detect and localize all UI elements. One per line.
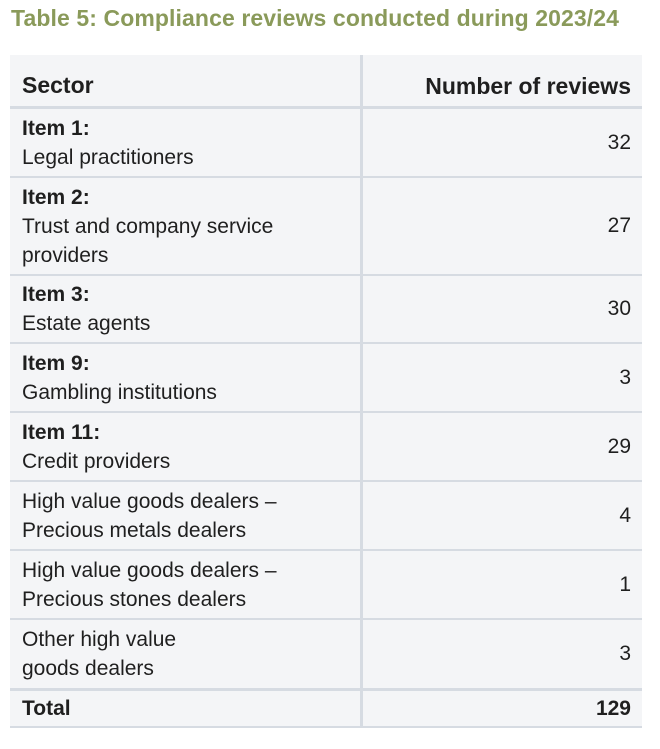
sector-name: Credit providers: [22, 449, 171, 473]
review-count: 4: [360, 482, 642, 549]
review-count: 30: [360, 276, 642, 342]
compliance-reviews-table: Sector Number of reviews Item 1: Legal p…: [10, 55, 642, 728]
total-value: 129: [360, 691, 642, 726]
header-number-of-reviews: Number of reviews: [360, 55, 642, 106]
review-count: 27: [360, 178, 642, 274]
sector-name: Legal practitioners: [22, 145, 194, 169]
sector-cell: Item 9: Gambling institutions: [10, 344, 360, 411]
sector-name: Estate agents: [22, 312, 151, 335]
sector-cell: High value goods dealers – Precious ston…: [10, 551, 360, 618]
sector-cell: Other high value goods dealers: [10, 620, 360, 688]
sector-cell: Item 11: Credit providers: [10, 413, 360, 480]
table-row: Item 9: Gambling institutions 3: [10, 344, 642, 413]
table-title: Table 5: Compliance reviews conducted du…: [11, 5, 620, 31]
sector-name: Other high value goods dealers: [22, 628, 177, 680]
total-row: Total 129: [10, 688, 642, 728]
item-label: Item 11:: [22, 420, 101, 444]
table-row: High value goods dealers – Precious meta…: [10, 482, 642, 551]
table-header-row: Sector Number of reviews: [10, 55, 642, 109]
item-label: Item 3:: [22, 283, 90, 306]
total-label: Total: [22, 697, 71, 720]
sector-cell: Item 1: Legal practitioners: [10, 109, 360, 176]
sector-cell: Item 3: Estate agents: [10, 276, 360, 342]
sector-name: Gambling institutions: [22, 380, 217, 404]
sector-cell: Item 2: Trust and company service provid…: [10, 178, 360, 274]
table-row: Item 1: Legal practitioners 32: [10, 109, 642, 178]
sector-name: High value goods dealers – Precious ston…: [22, 558, 277, 611]
review-count: 32: [360, 109, 642, 176]
table-row: Item 2: Trust and company service provid…: [10, 178, 642, 276]
sector-name: Trust and company service providers: [22, 214, 274, 267]
item-label: Item 9:: [22, 351, 90, 375]
review-count: 3: [360, 620, 642, 688]
review-count: 29: [360, 413, 642, 480]
table-row: High value goods dealers – Precious ston…: [10, 551, 642, 620]
item-label: Item 1:: [22, 116, 90, 140]
review-count: 1: [360, 551, 642, 618]
review-count: 3: [360, 344, 642, 411]
sector-cell: High value goods dealers – Precious meta…: [10, 482, 360, 549]
table-row: Item 11: Credit providers 29: [10, 413, 642, 482]
table-row: Other high value goods dealers 3: [10, 620, 642, 688]
item-label: Item 2:: [22, 185, 90, 209]
sector-name: High value goods dealers – Precious meta…: [22, 489, 277, 542]
header-sector: Sector: [22, 72, 94, 98]
table-row: Item 3: Estate agents 30: [10, 276, 642, 344]
